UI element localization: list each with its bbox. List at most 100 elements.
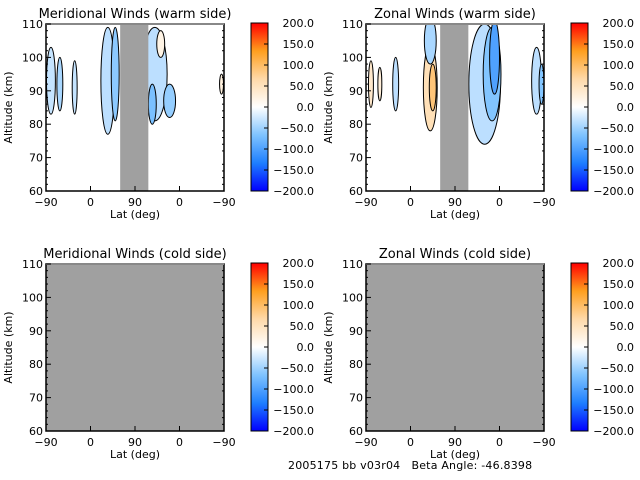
chart-title: Zonal Winds (cold side)	[379, 247, 531, 262]
y-tick-label: 80	[29, 118, 43, 131]
colorbar-tick-label: −150.0	[593, 164, 634, 177]
colorbar-tick-label: −200.0	[273, 185, 314, 198]
colorbar-tick-label: −200.0	[593, 425, 634, 438]
contour-region	[156, 30, 166, 58]
colorbar-tick-label: −50.0	[600, 122, 634, 135]
chart-title: Meridional Winds (cold side)	[43, 247, 226, 262]
contour-region	[367, 60, 374, 109]
y-tick-label: 110	[342, 258, 363, 271]
colorbar-tick-label: 0.0	[617, 101, 635, 114]
x-tick-label: 90	[448, 436, 462, 449]
y-tick-label: 60	[29, 425, 43, 438]
colorbar-tick-label: −150.0	[273, 404, 314, 417]
y-tick-label: 70	[29, 152, 43, 165]
x-tick-label: −90	[34, 436, 57, 449]
y-tick-label: 60	[349, 425, 363, 438]
contour-region	[392, 56, 400, 112]
y-tick-label: 110	[22, 18, 43, 31]
x-tick-label: −90	[212, 196, 235, 209]
x-tick-label: −90	[354, 196, 377, 209]
colorbar-tick-label: −100.0	[593, 383, 634, 396]
x-tick-label: 0	[407, 196, 414, 209]
contour-chart-4: Zonal Winds (cold side) 60 70 80 90 100 110 −90…	[322, 247, 635, 461]
x-axis-label: Lat (deg)	[430, 448, 480, 461]
y-tick-label: 110	[22, 258, 43, 271]
y-axis-label: Altitude (km)	[322, 71, 335, 143]
y-tick-label: 70	[349, 392, 363, 405]
y-tick-label: 90	[349, 325, 363, 338]
x-axis-label: Lat (deg)	[110, 208, 160, 221]
colorbar-tick-label: 150.0	[603, 38, 635, 51]
y-tick-label: 60	[349, 185, 363, 198]
contour-region	[163, 83, 177, 119]
colorbar-tick-label: 200.0	[283, 257, 315, 270]
y-tick-label: 100	[342, 51, 363, 64]
contour-chart-1: Meridional Winds (warm side) 60 70 80 90 100 1…	[2, 7, 315, 221]
y-tick-label: 90	[349, 85, 363, 98]
x-tick-label: −90	[532, 196, 555, 209]
colorbar-tick-label: 50.0	[290, 80, 315, 93]
colorbar-tick-label: −50.0	[280, 122, 314, 135]
contour-region	[489, 24, 500, 95]
colorbar-tick-label: −50.0	[280, 362, 314, 375]
no-data-band	[46, 264, 181, 431]
colorbar-tick-label: −150.0	[273, 164, 314, 177]
no-data-band	[166, 264, 224, 431]
y-tick-label: 90	[29, 325, 43, 338]
chart-title: Meridional Winds (warm side)	[39, 7, 232, 22]
y-tick-label: 110	[342, 18, 363, 31]
colorbar-tick-label: 150.0	[603, 278, 635, 291]
y-axis-label: Altitude (km)	[2, 71, 15, 143]
x-tick-label: 0	[176, 436, 183, 449]
y-tick-label: 100	[342, 291, 363, 304]
colorbar-tick-label: 200.0	[283, 17, 315, 30]
x-tick-label: 90	[448, 196, 462, 209]
x-axis-label: Lat (deg)	[110, 448, 160, 461]
no-data-band	[486, 264, 544, 431]
colorbar-tick-label: −100.0	[273, 383, 314, 396]
y-tick-label: 80	[349, 118, 363, 131]
y-tick-label: 100	[22, 51, 43, 64]
colorbar-tick-label: −50.0	[600, 362, 634, 375]
contour-region	[56, 56, 64, 112]
contour-chart-3: Meridional Winds (cold side) 60 70 80 90 100 1…	[2, 247, 315, 461]
x-tick-label: 90	[128, 196, 142, 209]
footer-annotation: 2005175 bb v03r04 Beta Angle: -46.8398	[288, 459, 532, 472]
colorbar-tick-label: 100.0	[603, 59, 635, 72]
contour-chart-2: Zonal Winds (warm side) 60 70 80 90 100 110 −90…	[322, 7, 635, 221]
y-axis-label: Altitude (km)	[322, 311, 335, 383]
contour-region	[377, 66, 383, 102]
colorbar-tick-label: 0.0	[297, 101, 315, 114]
contour-region	[428, 63, 437, 112]
colorbar-tick-label: 200.0	[603, 17, 635, 30]
colorbar-tick-label: 50.0	[290, 320, 315, 333]
contour-area	[46, 264, 224, 431]
colorbar-tick-label: 150.0	[283, 38, 315, 51]
date-version-code: 2005175 bb v03r04	[288, 459, 401, 472]
x-tick-label: 0	[87, 436, 94, 449]
y-tick-label: 100	[22, 291, 43, 304]
contour-region	[147, 83, 157, 125]
no-data-band	[440, 24, 469, 191]
contour-region	[110, 26, 120, 122]
x-axis-label: Lat (deg)	[430, 208, 480, 221]
colorbar-tick-label: 50.0	[610, 320, 635, 333]
no-data-band	[120, 24, 149, 191]
colorbar-tick-label: 50.0	[610, 80, 635, 93]
x-tick-label: −90	[34, 196, 57, 209]
colorbar-tick-label: 100.0	[283, 59, 315, 72]
x-tick-label: 0	[407, 436, 414, 449]
x-tick-label: −90	[212, 436, 235, 449]
colorbar-tick-label: −200.0	[273, 425, 314, 438]
colorbar-tick-label: 150.0	[283, 278, 315, 291]
y-axis-label: Altitude (km)	[2, 311, 15, 383]
no-data-band	[366, 264, 501, 431]
colorbar-tick-label: −200.0	[593, 185, 634, 198]
x-tick-label: −90	[354, 436, 377, 449]
contour-region	[423, 24, 437, 65]
y-tick-label: 90	[29, 85, 43, 98]
beta-angle-value: -46.8398	[481, 459, 533, 472]
x-tick-label: 0	[496, 436, 503, 449]
x-tick-label: 0	[87, 196, 94, 209]
y-tick-label: 80	[29, 358, 43, 371]
